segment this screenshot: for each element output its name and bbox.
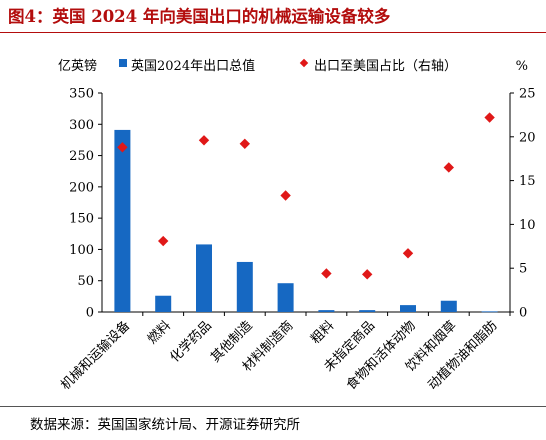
right-axis-unit: %	[516, 59, 528, 74]
left-tick-label: 350	[69, 87, 94, 102]
left-tick-label: 100	[69, 243, 94, 258]
bar	[440, 300, 457, 312]
x-tick-label: 化学药品	[167, 318, 215, 366]
left-tick-label: 50	[77, 274, 94, 289]
bar	[277, 283, 294, 312]
marker-point	[321, 268, 332, 279]
source-note: 数据来源：英国国家统计局、开源证券研究所	[30, 417, 300, 433]
marker-point	[280, 190, 291, 201]
x-tick-label: 动植物油和脂肪	[425, 318, 501, 394]
left-tick-label: 0	[86, 306, 94, 321]
bar	[236, 261, 253, 312]
x-tick-label: 粗料	[308, 318, 337, 347]
bar	[318, 310, 335, 312]
bar	[114, 129, 131, 312]
chart-title: 图4：英国 2024 年向美国出口的机械运输设备较多	[8, 7, 391, 26]
bars	[114, 129, 498, 313]
bar	[155, 295, 172, 312]
legend-bar-swatch	[119, 59, 127, 67]
marker-point	[443, 162, 454, 173]
x-tick-label: 机械和运输设备	[58, 318, 134, 394]
right-tick-label: 20	[519, 130, 536, 145]
left-tick-label: 300	[69, 118, 94, 133]
left-tick-label: 200	[69, 180, 94, 195]
marker-point	[158, 235, 169, 247]
right-tick-label: 25	[519, 87, 536, 102]
right-axis: 0 5 10 15 20 25	[509, 87, 536, 321]
legend-bar-label: 英国2024年出口总值	[131, 58, 255, 74]
marker-point	[484, 112, 495, 123]
bar	[400, 305, 416, 312]
left-axis-unit: 亿英镑	[58, 58, 97, 74]
title-rule	[0, 32, 546, 33]
markers	[117, 112, 495, 280]
right-tick-label: 5	[519, 262, 527, 277]
marker-point	[362, 269, 373, 280]
right-tick-label: 10	[519, 218, 536, 233]
x-tick-label: 食物和活体动物	[343, 318, 419, 394]
bar	[481, 311, 498, 313]
legend-marker-swatch	[299, 58, 309, 68]
left-tick-label: 150	[69, 212, 94, 227]
bar	[196, 244, 212, 312]
right-tick-label: 15	[519, 174, 536, 189]
marker-point	[239, 138, 250, 150]
marker-point	[402, 248, 414, 259]
legend-marker-label: 出口至美国占比（右轴）	[314, 59, 457, 74]
marker-point	[198, 135, 210, 146]
bar-chart: 亿英镑 % 英国2024年出口总值 出口至美国占比（右轴） 0501001502…	[58, 58, 536, 394]
left-axis: 0 50 100 150 200 250 300 350	[69, 87, 510, 321]
marker-point	[117, 142, 128, 153]
source-rule	[0, 406, 546, 407]
left-tick-label: 250	[69, 149, 94, 164]
right-tick-label: 0	[519, 306, 527, 321]
legend: 英国2024年出口总值 出口至美国占比（右轴）	[119, 58, 457, 74]
x-tick-label: 燃料	[144, 318, 174, 348]
bar	[359, 310, 376, 312]
